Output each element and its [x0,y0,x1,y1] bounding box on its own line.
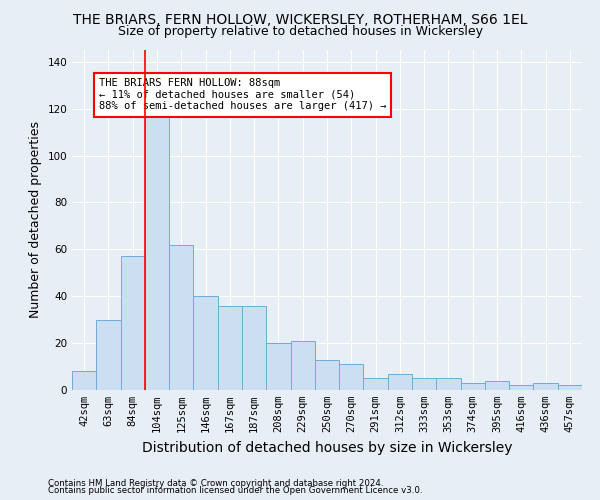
Bar [242,306,266,390]
Bar [412,378,436,390]
Bar [364,378,388,390]
Bar [461,383,485,390]
Text: Contains public sector information licensed under the Open Government Licence v3: Contains public sector information licen… [48,486,422,495]
Bar [558,386,582,390]
Bar [96,320,121,390]
Bar [339,364,364,390]
Bar [315,360,339,390]
Bar [145,97,169,390]
Bar [193,296,218,390]
Bar [218,306,242,390]
Y-axis label: Number of detached properties: Number of detached properties [29,122,42,318]
Text: THE BRIARS FERN HOLLOW: 88sqm
← 11% of detached houses are smaller (54)
88% of s: THE BRIARS FERN HOLLOW: 88sqm ← 11% of d… [99,78,386,112]
Bar [290,341,315,390]
Text: Contains HM Land Registry data © Crown copyright and database right 2024.: Contains HM Land Registry data © Crown c… [48,478,383,488]
Text: Size of property relative to detached houses in Wickersley: Size of property relative to detached ho… [118,25,482,38]
Bar [533,383,558,390]
Bar [72,371,96,390]
Bar [266,343,290,390]
Bar [485,380,509,390]
Bar [121,256,145,390]
X-axis label: Distribution of detached houses by size in Wickersley: Distribution of detached houses by size … [142,440,512,454]
Text: THE BRIARS, FERN HOLLOW, WICKERSLEY, ROTHERHAM, S66 1EL: THE BRIARS, FERN HOLLOW, WICKERSLEY, ROT… [73,12,527,26]
Bar [436,378,461,390]
Bar [388,374,412,390]
Bar [509,386,533,390]
Bar [169,244,193,390]
